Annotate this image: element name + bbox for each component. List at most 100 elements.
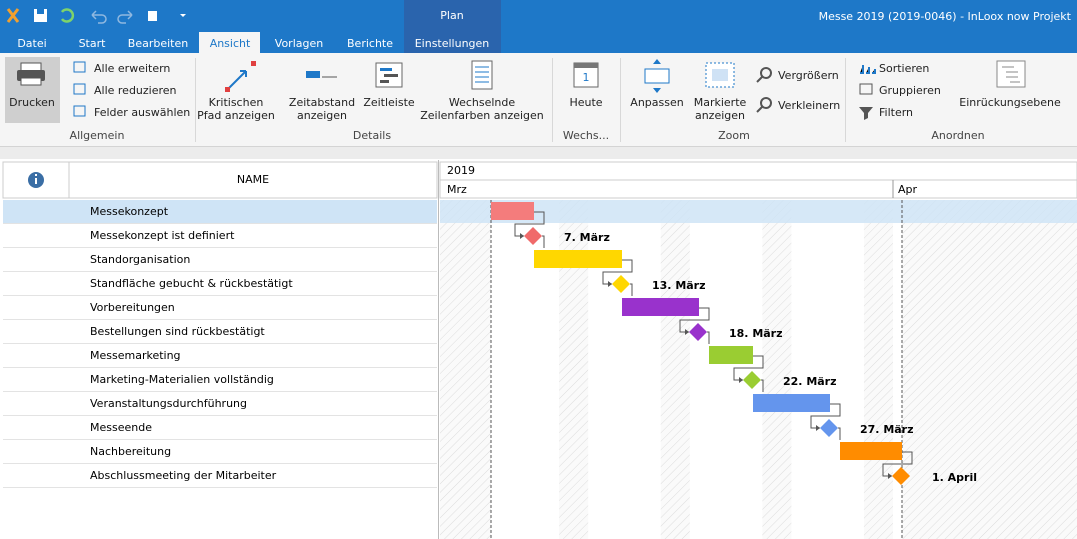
gantt-view: NAME 2019 Mrz Apr Messekonzept Messekonzept i… [2,160,1077,539]
customize-icon[interactable] [180,14,186,17]
milestone-label: 1. April [932,471,977,484]
milestone-label: 13. März [652,279,706,292]
separator [195,58,196,142]
month-label: Apr [898,183,918,196]
button-label[interactable]: Alle reduzieren [94,84,177,97]
button-label[interactable]: Anpassen [630,96,684,109]
group-label: Anordnen [931,129,985,142]
refresh-icon[interactable] [60,8,75,23]
context-tab-area [404,0,501,53]
milestone-label: 22. März [783,375,837,388]
task-name: Marketing-Materialien vollständig [90,373,274,386]
active-tab-bg [199,32,260,53]
milestone [612,275,630,293]
undo-icon[interactable] [91,10,107,24]
separator [620,58,621,142]
group-label: Details [352,129,392,142]
milestone-label: 18. März [729,327,783,340]
button-label[interactable]: Zeitleiste [363,96,415,109]
sort-icon [860,65,876,74]
group-label: Allgemein [69,129,125,142]
milestone [820,419,838,437]
button-label[interactable]: Vergrößern [778,69,839,82]
task-name: Bestellungen sind rückbestätigt [90,325,265,338]
button-label[interactable]: Felder auswählen [94,106,191,119]
dependency [679,307,710,333]
dependency-arrow [520,233,524,239]
milestone [743,371,761,389]
button-label[interactable]: Verkleinern [778,99,841,112]
svg-text:1: 1 [583,71,590,84]
dependency [810,403,841,429]
ribbon-strip [0,147,1077,159]
tab[interactable]: Bearbeiten [127,37,189,50]
button-label[interactable]: Kritischen Pfad anzeigen [197,96,275,122]
tab[interactable]: Einstellungen [414,37,490,50]
separator [845,58,846,142]
milestone-label: 7. März [564,231,610,244]
task-name: Veranstaltungsdurchführung [90,397,247,410]
dependency-arrow [685,329,689,335]
milestone [689,323,707,341]
milestone-label: 27. März [860,423,914,436]
gap-icon [306,71,320,78]
task-bar [753,394,830,412]
button-label[interactable]: Heute [569,96,603,109]
separator [552,58,553,142]
button-label[interactable]: Sortieren [879,62,930,75]
selected-icon [705,62,735,88]
weekend-band [660,200,690,539]
dependency-arrow [816,425,820,431]
button-label[interactable]: Markierte anzeigen [693,96,747,122]
redo-icon[interactable] [117,10,133,24]
task-name: Nachbereitung [90,445,171,458]
info-icon-dot [35,174,37,176]
column-header: NAME [237,173,269,186]
out-of-project [902,200,1077,539]
button-label[interactable]: Filtern [879,106,914,119]
task-name: Messemarketing [90,349,181,362]
milestone [892,467,910,485]
selected-row [3,200,437,223]
tab[interactable]: Datei [17,37,47,50]
tab[interactable]: Ansicht [209,37,251,50]
button-label[interactable]: Einrückungsebene [959,96,1061,109]
task-name: Abschlussmeeting der Mitarbeiter [90,469,277,482]
tab[interactable]: Start [78,37,106,50]
printer-icon [17,62,45,86]
dependency [542,235,545,248]
task-name: Messekonzept ist definiert [90,229,235,242]
dependency-arrow [739,377,743,383]
context-tab-title: Plan [440,9,464,22]
out-of-project [440,200,491,539]
tab[interactable]: Vorlagen [274,37,324,50]
task-bar [840,442,902,460]
fit-icon [644,59,670,93]
small-icons [73,61,873,117]
indent-icon [996,60,1026,88]
task-bar [622,298,699,316]
info-icon-dot [35,178,37,184]
button-label[interactable]: Wechselnde Zeilenfarben anzeigen [420,96,544,122]
print-preview-icon[interactable] [148,11,157,21]
button-label[interactable]: Gruppieren [879,84,941,97]
task-name: Standorganisation [90,253,190,266]
weekend-band [863,200,893,539]
timeline-icon [375,62,403,88]
ribbon [0,53,1077,147]
dependency [838,427,841,440]
today-icon: 1 [573,62,599,88]
app-icon[interactable] [6,8,20,23]
button-label[interactable]: Alle erweitern [94,62,171,75]
button-label[interactable]: Zeitabstand anzeigen [288,96,356,122]
dependency [514,211,545,237]
ribbon-icons: 1 [17,59,1026,120]
dependency [882,451,913,477]
task-bar [709,346,753,364]
group-label: Zoom [718,129,750,142]
button-label[interactable]: Drucken [9,96,55,109]
filter-icon [859,107,873,120]
tab[interactable]: Berichte [347,37,393,50]
dependency [630,283,633,296]
